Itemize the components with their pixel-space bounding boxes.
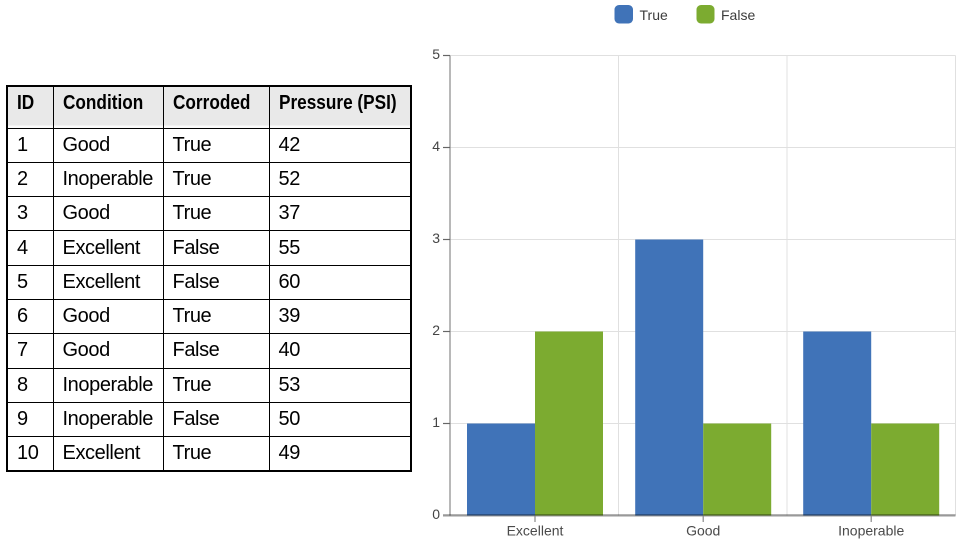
svg-text:Good: Good	[686, 523, 720, 539]
svg-text:5: 5	[432, 46, 440, 62]
svg-text:False: False	[721, 7, 755, 23]
svg-text:Inoperable: Inoperable	[838, 523, 904, 539]
svg-text:0: 0	[432, 506, 440, 522]
svg-text:1: 1	[432, 414, 440, 430]
svg-text:2: 2	[432, 322, 440, 338]
svg-text:4: 4	[432, 138, 440, 154]
svg-text:Excellent: Excellent	[507, 523, 564, 539]
svg-text:3: 3	[432, 230, 440, 246]
svg-text:True: True	[640, 7, 668, 23]
